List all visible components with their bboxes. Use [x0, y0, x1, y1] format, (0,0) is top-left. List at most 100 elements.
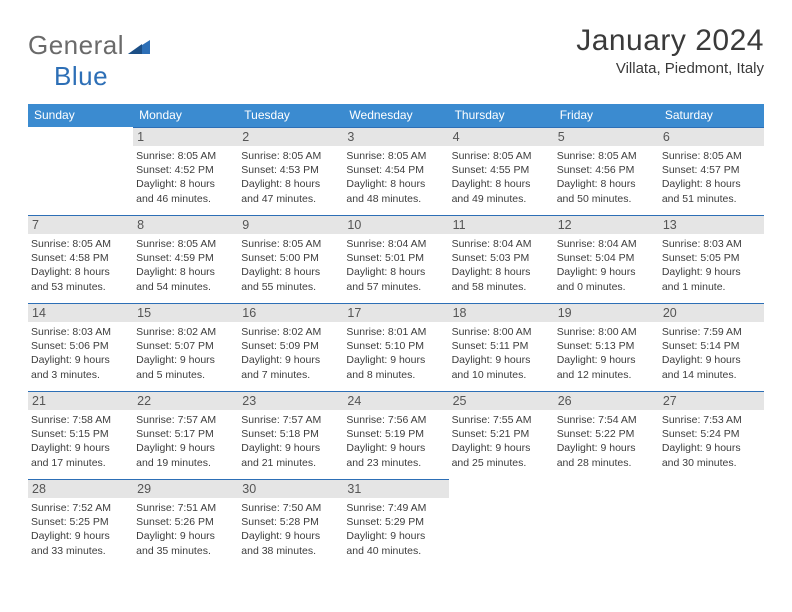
daylight-line-1: Daylight: 9 hours — [136, 529, 235, 543]
day-number: 30 — [238, 479, 343, 498]
sunrise-line: Sunrise: 7:55 AM — [452, 413, 551, 427]
sunrise-line: Sunrise: 8:03 AM — [31, 325, 130, 339]
calendar-cell: 5Sunrise: 8:05 AMSunset: 4:56 PMDaylight… — [554, 127, 659, 215]
sunset-line: Sunset: 5:05 PM — [662, 251, 761, 265]
calendar-cell: 30Sunrise: 7:50 AMSunset: 5:28 PMDayligh… — [238, 479, 343, 567]
day-details: Sunrise: 7:54 AMSunset: 5:22 PMDaylight:… — [554, 410, 659, 470]
day-number: 29 — [133, 479, 238, 498]
daylight-line-2: and 5 minutes. — [136, 368, 235, 382]
daylight-line-1: Daylight: 9 hours — [31, 353, 130, 367]
sunset-line: Sunset: 5:01 PM — [346, 251, 445, 265]
calendar-cell: 29Sunrise: 7:51 AMSunset: 5:26 PMDayligh… — [133, 479, 238, 567]
calendar-cell: 11Sunrise: 8:04 AMSunset: 5:03 PMDayligh… — [449, 215, 554, 303]
calendar-cell — [659, 479, 764, 567]
sunset-line: Sunset: 4:52 PM — [136, 163, 235, 177]
calendar-week-row: 28Sunrise: 7:52 AMSunset: 5:25 PMDayligh… — [28, 479, 764, 567]
sunset-line: Sunset: 4:57 PM — [662, 163, 761, 177]
weekday-header: Tuesday — [238, 104, 343, 127]
calendar-cell: 27Sunrise: 7:53 AMSunset: 5:24 PMDayligh… — [659, 391, 764, 479]
daylight-line-2: and 58 minutes. — [452, 280, 551, 294]
daylight-line-2: and 25 minutes. — [452, 456, 551, 470]
page-header: GeneralBlue January 2024 Villata, Piedmo… — [28, 24, 764, 92]
sunrise-line: Sunrise: 7:51 AM — [136, 501, 235, 515]
calendar-table: SundayMondayTuesdayWednesdayThursdayFrid… — [28, 104, 764, 567]
sunset-line: Sunset: 4:58 PM — [31, 251, 130, 265]
daylight-line-2: and 12 minutes. — [557, 368, 656, 382]
calendar-cell: 28Sunrise: 7:52 AMSunset: 5:25 PMDayligh… — [28, 479, 133, 567]
daylight-line-1: Daylight: 9 hours — [241, 529, 340, 543]
day-details: Sunrise: 7:56 AMSunset: 5:19 PMDaylight:… — [343, 410, 448, 470]
day-number: 4 — [449, 127, 554, 146]
sunrise-line: Sunrise: 8:02 AM — [241, 325, 340, 339]
day-details: Sunrise: 8:05 AMSunset: 4:56 PMDaylight:… — [554, 146, 659, 206]
calendar-cell: 31Sunrise: 7:49 AMSunset: 5:29 PMDayligh… — [343, 479, 448, 567]
day-number: 9 — [238, 215, 343, 234]
day-details: Sunrise: 8:05 AMSunset: 4:54 PMDaylight:… — [343, 146, 448, 206]
sunset-line: Sunset: 5:29 PM — [346, 515, 445, 529]
day-details: Sunrise: 8:04 AMSunset: 5:01 PMDaylight:… — [343, 234, 448, 294]
daylight-line-2: and 55 minutes. — [241, 280, 340, 294]
daylight-line-1: Daylight: 8 hours — [31, 265, 130, 279]
weekday-header: Monday — [133, 104, 238, 127]
day-details: Sunrise: 8:05 AMSunset: 4:53 PMDaylight:… — [238, 146, 343, 206]
brand-part2: Blue — [54, 61, 108, 91]
sunset-line: Sunset: 5:18 PM — [241, 427, 340, 441]
sunrise-line: Sunrise: 8:03 AM — [662, 237, 761, 251]
daylight-line-1: Daylight: 8 hours — [241, 265, 340, 279]
day-number: 11 — [449, 215, 554, 234]
calendar-week-row: 7Sunrise: 8:05 AMSunset: 4:58 PMDaylight… — [28, 215, 764, 303]
daylight-line-2: and 28 minutes. — [557, 456, 656, 470]
day-number: 20 — [659, 303, 764, 322]
daylight-line-1: Daylight: 8 hours — [346, 177, 445, 191]
daylight-line-2: and 8 minutes. — [346, 368, 445, 382]
sunset-line: Sunset: 5:04 PM — [557, 251, 656, 265]
calendar-cell: 3Sunrise: 8:05 AMSunset: 4:54 PMDaylight… — [343, 127, 448, 215]
daylight-line-2: and 38 minutes. — [241, 544, 340, 558]
day-details: Sunrise: 7:49 AMSunset: 5:29 PMDaylight:… — [343, 498, 448, 558]
daylight-line-2: and 47 minutes. — [241, 192, 340, 206]
daylight-line-1: Daylight: 8 hours — [662, 177, 761, 191]
calendar-cell: 26Sunrise: 7:54 AMSunset: 5:22 PMDayligh… — [554, 391, 659, 479]
location-subtitle: Villata, Piedmont, Italy — [576, 60, 764, 77]
sunset-line: Sunset: 5:22 PM — [557, 427, 656, 441]
sunset-line: Sunset: 4:53 PM — [241, 163, 340, 177]
day-number: 22 — [133, 391, 238, 410]
daylight-line-1: Daylight: 9 hours — [31, 529, 130, 543]
brand-part1: General — [28, 30, 124, 60]
daylight-line-1: Daylight: 9 hours — [241, 353, 340, 367]
day-details: Sunrise: 8:05 AMSunset: 5:00 PMDaylight:… — [238, 234, 343, 294]
sunrise-line: Sunrise: 7:52 AM — [31, 501, 130, 515]
day-details: Sunrise: 8:05 AMSunset: 4:52 PMDaylight:… — [133, 146, 238, 206]
daylight-line-1: Daylight: 9 hours — [557, 353, 656, 367]
daylight-line-1: Daylight: 9 hours — [346, 353, 445, 367]
sunrise-line: Sunrise: 8:05 AM — [136, 237, 235, 251]
day-details: Sunrise: 7:52 AMSunset: 5:25 PMDaylight:… — [28, 498, 133, 558]
day-details: Sunrise: 8:03 AMSunset: 5:05 PMDaylight:… — [659, 234, 764, 294]
daylight-line-2: and 30 minutes. — [662, 456, 761, 470]
sunrise-line: Sunrise: 8:01 AM — [346, 325, 445, 339]
sunset-line: Sunset: 5:24 PM — [662, 427, 761, 441]
day-number: 21 — [28, 391, 133, 410]
day-details: Sunrise: 8:05 AMSunset: 4:59 PMDaylight:… — [133, 234, 238, 294]
daylight-line-1: Daylight: 9 hours — [136, 353, 235, 367]
daylight-line-1: Daylight: 9 hours — [136, 441, 235, 455]
calendar-week-row: 21Sunrise: 7:58 AMSunset: 5:15 PMDayligh… — [28, 391, 764, 479]
day-number: 17 — [343, 303, 448, 322]
sunrise-line: Sunrise: 8:04 AM — [346, 237, 445, 251]
daylight-line-2: and 17 minutes. — [31, 456, 130, 470]
day-details: Sunrise: 8:00 AMSunset: 5:13 PMDaylight:… — [554, 322, 659, 382]
daylight-line-1: Daylight: 9 hours — [557, 441, 656, 455]
daylight-line-1: Daylight: 8 hours — [557, 177, 656, 191]
daylight-line-2: and 50 minutes. — [557, 192, 656, 206]
daylight-line-2: and 49 minutes. — [452, 192, 551, 206]
daylight-line-2: and 1 minute. — [662, 280, 761, 294]
day-details: Sunrise: 8:05 AMSunset: 4:57 PMDaylight:… — [659, 146, 764, 206]
day-details: Sunrise: 8:02 AMSunset: 5:09 PMDaylight:… — [238, 322, 343, 382]
sunrise-line: Sunrise: 8:05 AM — [31, 237, 130, 251]
sunset-line: Sunset: 4:56 PM — [557, 163, 656, 177]
day-number: 24 — [343, 391, 448, 410]
daylight-line-1: Daylight: 9 hours — [662, 265, 761, 279]
day-details: Sunrise: 8:05 AMSunset: 4:58 PMDaylight:… — [28, 234, 133, 294]
day-number: 10 — [343, 215, 448, 234]
sunset-line: Sunset: 5:17 PM — [136, 427, 235, 441]
